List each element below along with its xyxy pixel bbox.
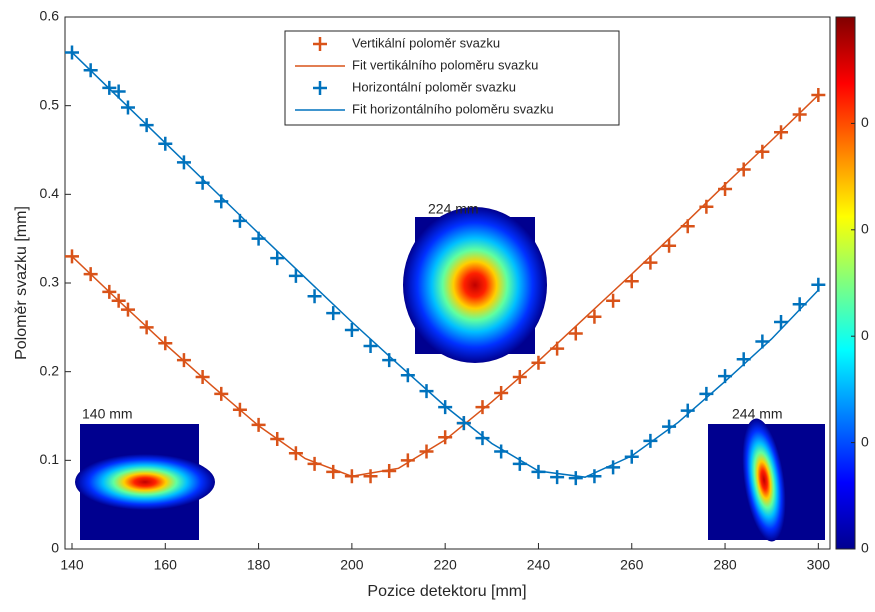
chart: 140 mm 224 mm 244 mm Pozice detektoru [m… [0, 0, 875, 607]
x-tick-label: 280 [713, 557, 737, 573]
x-tick-label: 260 [620, 557, 644, 573]
annotation: 244 mm [732, 406, 783, 422]
colorbar-tick-label: 0 [861, 221, 869, 237]
x-tick-label: 180 [247, 557, 271, 573]
y-tick-label: 0 [51, 540, 59, 556]
y-tick-label: 0.4 [40, 185, 60, 201]
colorbar-tick-label: 0 [861, 327, 869, 343]
x-tick-label: 140 [60, 557, 84, 573]
x-tick-label: 240 [527, 557, 551, 573]
legend-label: Fit horizontálního poloměru svazku [352, 101, 554, 116]
colorbar-tick-label: 0 [861, 540, 869, 556]
inset-224 [403, 207, 547, 363]
x-axis-label: Pozice detektoru [mm] [367, 583, 526, 600]
x-tick-label: 220 [433, 557, 457, 573]
legend-label: Horizontální poloměr svazku [352, 79, 516, 94]
x-tick-label: 160 [154, 557, 178, 573]
colorbar [836, 17, 855, 549]
legend-label: Fit vertikálního poloměru svazku [352, 57, 538, 72]
colorbar-tick-label: 0 [861, 433, 869, 449]
y-tick-label: 0.1 [40, 451, 60, 467]
y-axis-label: Poloměr svazku [mm] [13, 206, 30, 360]
y-tick-label: 0.3 [40, 274, 60, 290]
x-tick-label: 300 [807, 557, 831, 573]
x-tick-label: 200 [340, 557, 364, 573]
annotation: 140 mm [82, 406, 133, 422]
y-tick-label: 0.5 [40, 96, 60, 112]
legend-label: Vertikální poloměr svazku [352, 35, 500, 50]
annotation: 224 mm [428, 201, 479, 217]
inset-244 [708, 416, 825, 544]
y-tick-label: 0.6 [40, 8, 60, 24]
y-tick-label: 0.2 [40, 362, 60, 378]
colorbar-tick-label: 0 [861, 114, 869, 130]
